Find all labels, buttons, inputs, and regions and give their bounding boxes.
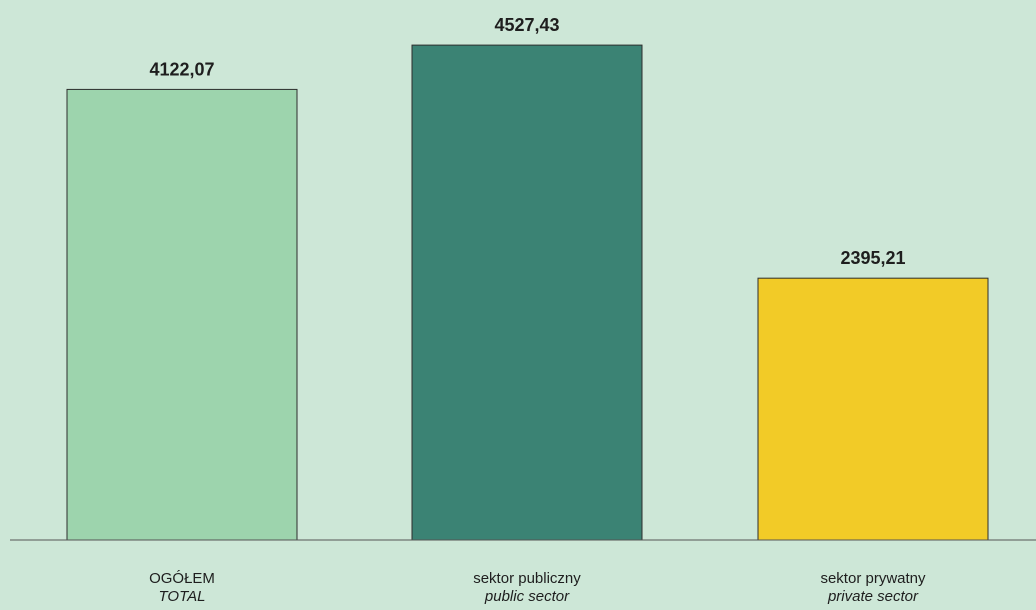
value-label-2: 4527,43 (494, 15, 559, 35)
category-sublabel-1: TOTAL (159, 588, 206, 605)
bar-1 (66, 88, 298, 541)
value-label-3: 2395,21 (840, 248, 905, 268)
category-sublabel-2: public sector (484, 588, 570, 605)
category-label-3: sektor prywatny (820, 570, 926, 587)
bar-3 (757, 277, 989, 541)
bars-layer (66, 44, 989, 541)
bar-2 (411, 44, 643, 541)
category-label-1: OGÓŁEM (149, 570, 215, 587)
category-label-2: sektor publiczny (473, 570, 581, 587)
category-sublabel-3: private sector (827, 588, 919, 605)
value-label-1: 4122,07 (149, 59, 214, 79)
